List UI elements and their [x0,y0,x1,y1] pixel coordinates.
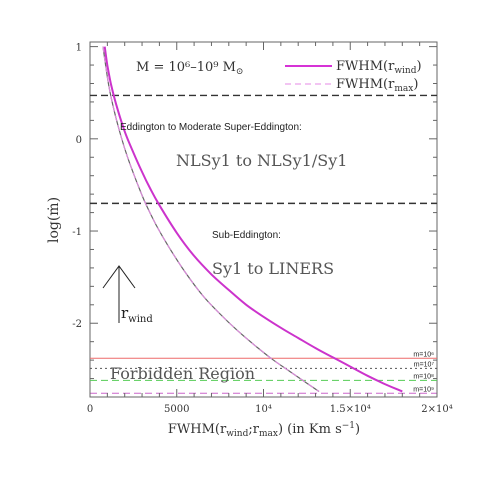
series-layer [102,46,403,393]
mass-annotation: M = 10⁶–10⁹ M⊙ [136,60,243,77]
x-axis-title-tail: ) (in Km s [278,422,342,437]
x-axis-title-sup: −1 [342,421,355,431]
legend-label-wind-tail: ) [416,59,421,74]
x-axis-title-a: FWHM(r [168,422,227,437]
y-tick-label-0: 1 [76,43,82,54]
arrow-r-wind: rwind [102,265,153,325]
legend-label-wind-text: FWHM(r [336,59,395,74]
arrow-head [102,265,136,289]
legend-label-wind: FWHM(rwind) [336,59,422,76]
legend-label-max: FWHM(rmax) [336,77,418,94]
tick-layer: 0 5000 10⁴ 1.5×10⁴ 2×10⁴ 1 0 -1 -2 [72,42,453,415]
x-axis-title-mid: ;r [248,422,259,437]
x-tick-label-1: 5000 [164,404,189,415]
mass-annotation-symbol: ⊙ [236,67,244,77]
eddington-title: Eddington to Moderate Super-Eddington: [120,122,302,133]
y-tick-label-2: -1 [72,227,82,238]
legend-label-wind-sub: wind [394,66,416,76]
arrow-label-sub: wind [128,314,153,325]
arrow-label-text: r [121,304,129,322]
mass-line-label-0: m=10⁶ [413,351,434,358]
arrow-label: rwind [121,304,153,325]
series-line-1 [102,46,320,392]
x-axis-title-sub: wind [226,429,248,439]
mass-line-label-1: m=10⁷ [414,361,435,368]
mass-line-label-3: m=10⁹ [413,386,434,393]
series-line-1-shadow [102,46,320,392]
x-axis-title-sub2: max [259,429,278,439]
x-axis-title: FWHM(rwind;rmax) (in Km s−1) [168,421,360,439]
legend-label-max-sub: max [394,84,413,94]
eddington-class: NLSy1 to NLSy1/Sy1 [176,151,347,170]
y-axis-title: log(ṁ) [46,197,62,243]
y-tick-label-1: 0 [76,135,82,146]
x-tick-label-3: 1.5×10⁴ [330,404,371,415]
mass-line-label-2: m=10⁸ [413,373,434,380]
x-axis-title-end: ) [355,422,360,437]
x-tick-label-2: 10⁴ [255,404,272,415]
y-tick-label-3: -2 [72,319,82,330]
legend-label-max-tail: ) [413,77,418,92]
legend-label-max-text: FWHM(r [336,77,395,92]
series-line-0 [103,46,403,393]
sub-eddington-title: Sub-Eddington: [212,230,281,241]
sub-eddington-class: Sy1 to LINERS [212,259,334,278]
mass-annotation-text: M = 10⁶–10⁹ M [136,60,236,75]
legend: FWHM(rwind) FWHM(rmax) [285,59,422,94]
x-tick-label-0: 0 [87,404,93,415]
forbidden-region-label: Forbidden Region [110,364,255,383]
plot-frame [89,41,438,398]
reference-lines [90,94,437,205]
x-tick-label-4: 2×10⁴ [421,404,452,415]
